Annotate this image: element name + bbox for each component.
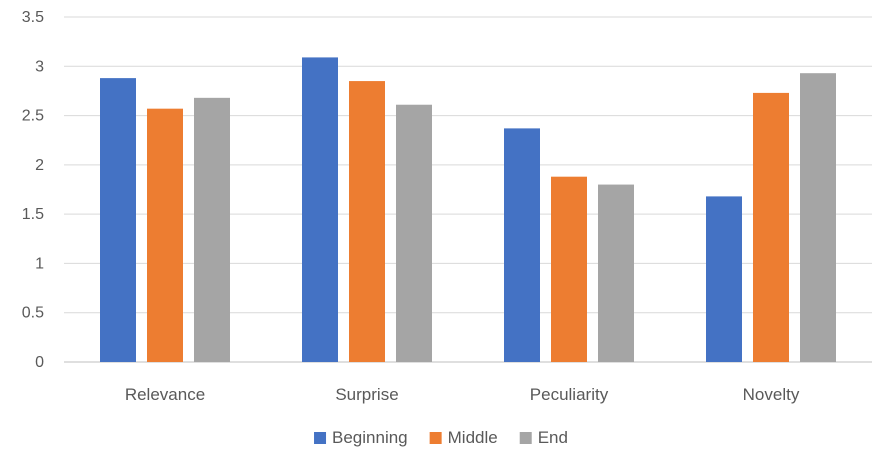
bar-end-relevance — [194, 97, 230, 362]
bar-beginning-novelty — [706, 196, 742, 362]
y-tick-label: 3.5 — [22, 9, 44, 26]
bar-beginning-peculiarity — [504, 128, 540, 362]
y-axis-ticks: 0 0.5 1 1.5 2 2.5 3 3.5 — [22, 9, 44, 371]
bars — [100, 57, 836, 363]
y-tick-label: 0.5 — [22, 305, 44, 322]
x-axis-categories: Relevance Surprise Peculiarity Novelty — [125, 385, 800, 404]
legend-swatch-end — [519, 432, 532, 444]
x-category-label: Peculiarity — [530, 385, 609, 404]
legend: Beginning Middle End — [314, 428, 568, 447]
y-tick-label: 3 — [35, 58, 44, 75]
legend-label-middle: Middle — [448, 428, 498, 447]
bar-end-peculiarity — [598, 184, 634, 362]
bar-middle-surprise — [349, 81, 385, 363]
bar-end-surprise — [396, 104, 432, 362]
bar-end-novelty — [800, 73, 836, 362]
bar-beginning-surprise — [302, 57, 338, 363]
y-tick-label: 1.5 — [22, 206, 44, 223]
gridlines — [64, 16, 872, 363]
bar-middle-novelty — [753, 92, 789, 363]
y-tick-label: 2 — [35, 157, 44, 174]
bar-middle-relevance — [147, 108, 183, 363]
legend-swatch-middle — [429, 432, 442, 444]
bar-beginning-relevance — [100, 78, 136, 362]
legend-label-beginning: Beginning — [332, 428, 408, 447]
y-tick-label: 0 — [35, 354, 44, 371]
x-category-label: Relevance — [125, 385, 205, 404]
y-tick-label: 2.5 — [22, 108, 44, 125]
legend-label-end: End — [538, 428, 568, 447]
y-tick-label: 1 — [35, 255, 44, 272]
x-category-label: Surprise — [335, 385, 398, 404]
legend-swatch-beginning — [314, 432, 327, 444]
x-category-label: Novelty — [743, 385, 800, 404]
bar-middle-peculiarity — [551, 176, 587, 362]
